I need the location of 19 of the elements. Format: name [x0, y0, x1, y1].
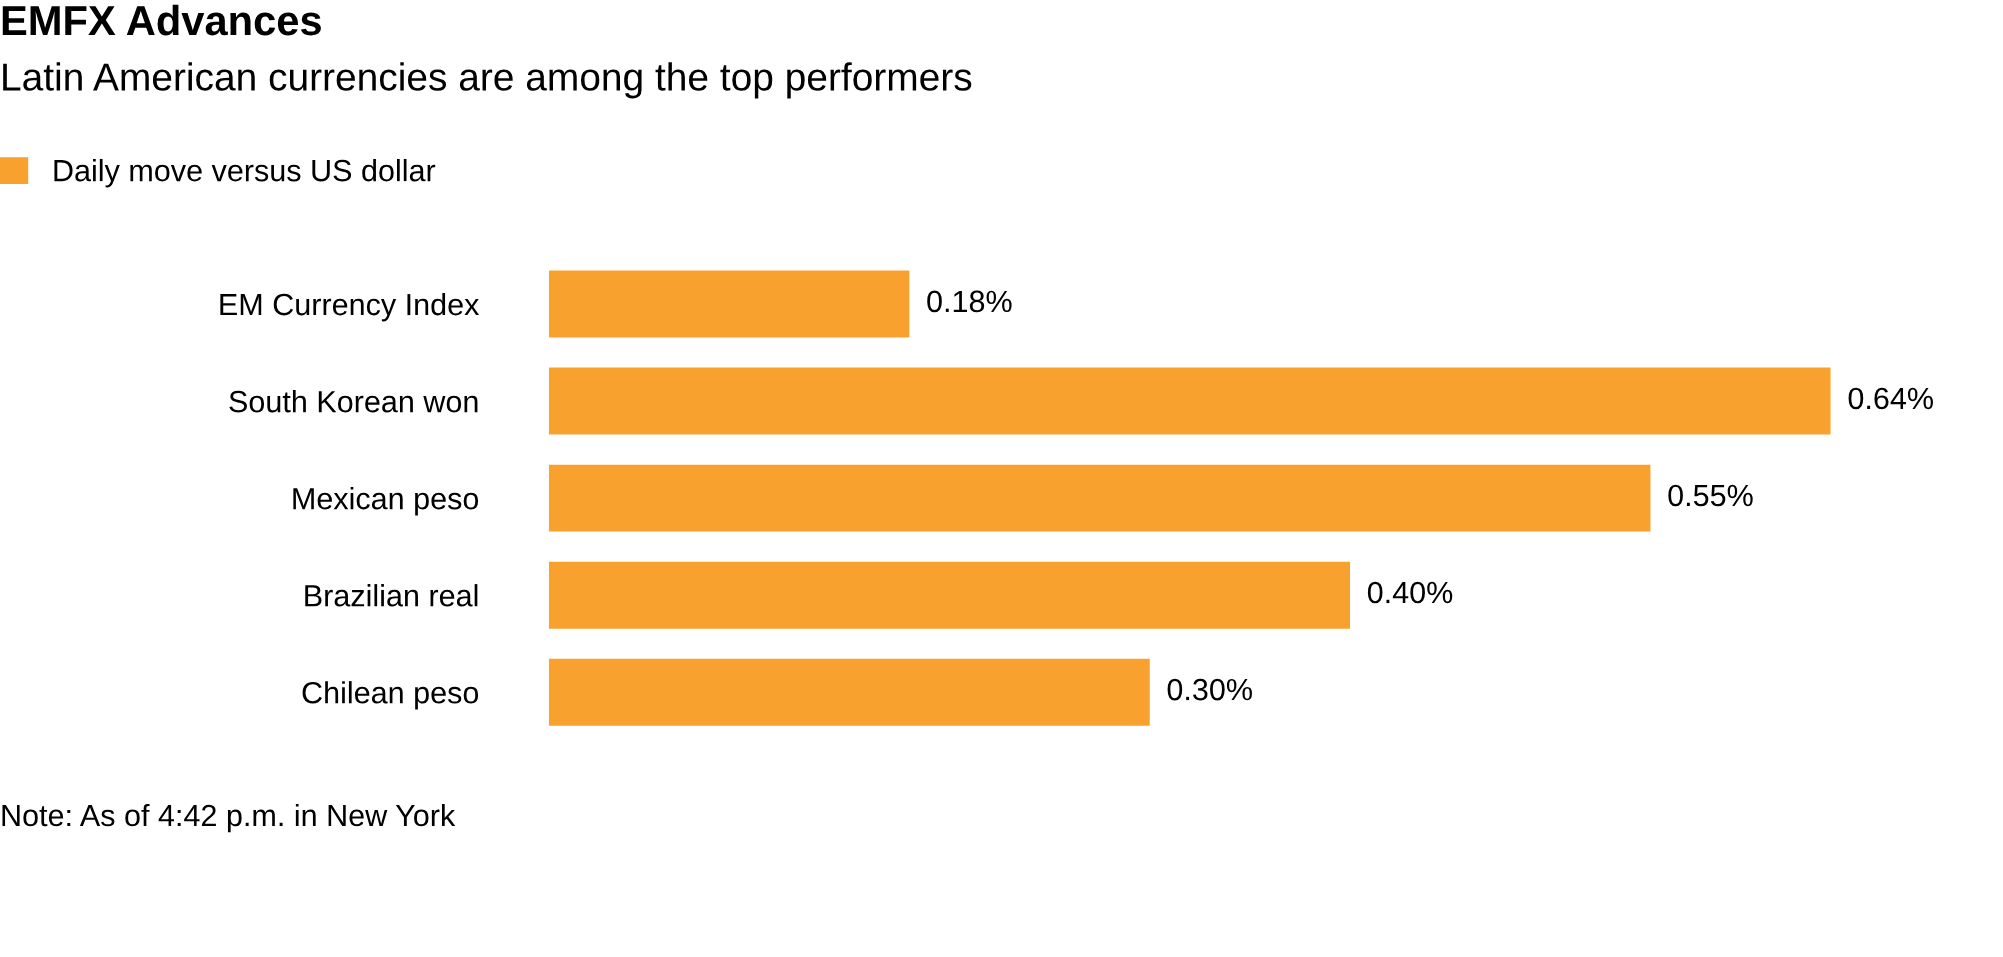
bar — [548, 658, 1150, 726]
chart-subtitle: Latin American currencies are among the top performers — [3, 62, 972, 99]
text: Note: As of 4:42 p.m. in New York — [2, 803, 456, 833]
y-tick-label: EM Currency Index — [220, 292, 480, 322]
data-label: 0.40% — [1367, 581, 1453, 604]
data-label: 0.18% — [927, 290, 1012, 313]
data-label: 0.30% — [1167, 678, 1252, 701]
bar — [548, 561, 1351, 629]
y-tick-label: South Korean won — [229, 390, 478, 413]
bar — [548, 270, 910, 338]
text: EMFX Advances — [2, 4, 321, 36]
data-label: 0.55% — [1668, 484, 1753, 507]
data-label: 0.64% — [1848, 387, 1933, 410]
y-tick-label: Mexican peso — [293, 487, 479, 516]
bar — [548, 464, 1651, 532]
bar — [548, 367, 1831, 435]
y-tick-label: Chilean peso — [302, 681, 479, 710]
y-tick-label: Brazilian real — [305, 584, 478, 607]
legend-label: Daily move versus US dollar — [54, 158, 436, 188]
